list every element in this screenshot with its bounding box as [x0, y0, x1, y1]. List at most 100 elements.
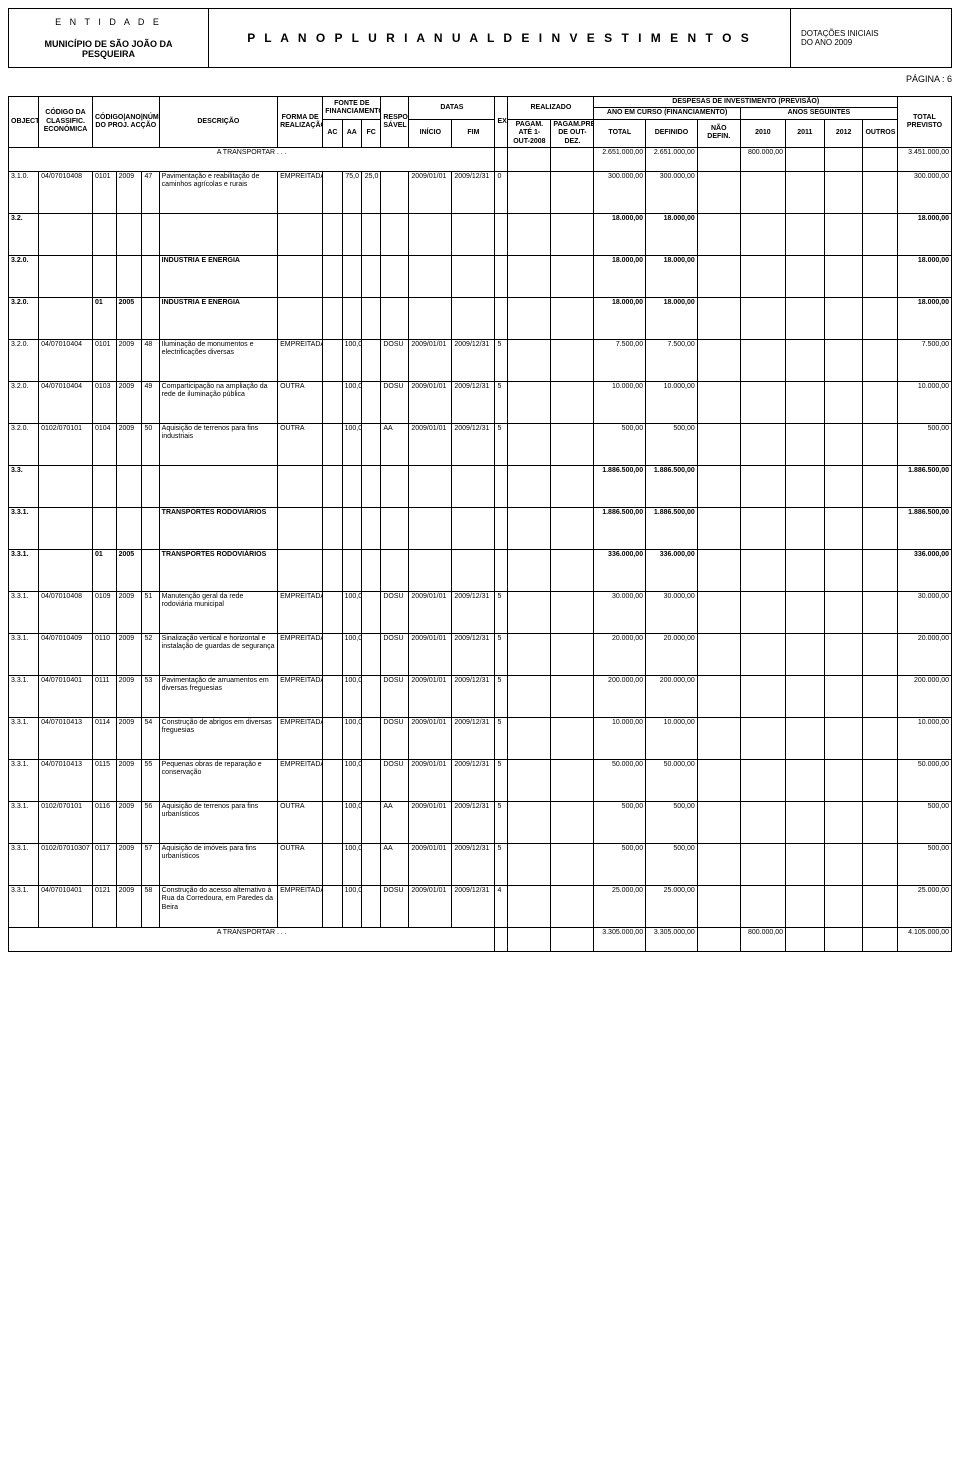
th-ac: AC: [323, 119, 342, 147]
th-descricao: DESCRIÇÃO: [159, 97, 277, 148]
table-row: 3.3.1.04/070104010121200958Construção do…: [9, 885, 952, 927]
cell-ac: [323, 423, 342, 465]
cell-fc: [361, 465, 380, 507]
cell-obj: 3.3.1.: [9, 885, 39, 927]
cell-tot: 500,00: [594, 843, 646, 885]
th-ex: EX: [495, 97, 508, 148]
cell-desc: Construção do acesso alternativo à Rua d…: [159, 885, 277, 927]
cell-pa: [508, 549, 551, 591]
cell-prev: 336.000,00: [898, 549, 952, 591]
cell-fc: [361, 801, 380, 843]
cell-c1: 01: [92, 297, 116, 339]
cell-forma: [278, 297, 323, 339]
cell-out: [863, 801, 898, 843]
cell-fim: 2009/12/31: [452, 381, 495, 423]
cell-obj: 3.2.0.: [9, 339, 39, 381]
table-row: 3.2.0.04/070104040103200949Comparticipaç…: [9, 381, 952, 423]
transport-definido: 3.305.000,00: [646, 927, 698, 951]
cell-pp: [551, 171, 594, 213]
cell-out: [863, 381, 898, 423]
th-outros: OUTROS: [863, 119, 898, 147]
cell-aa: 100,0: [342, 633, 361, 675]
cell-aa: 100,0: [342, 675, 361, 717]
cell-obj: 3.3.1.: [9, 507, 39, 549]
cell-tot: 25.000,00: [594, 885, 646, 927]
table-row: 3.3.1.04/070104130114200954Construção de…: [9, 717, 952, 759]
cell-def: 20.000,00: [646, 633, 698, 675]
cell-cod: [39, 549, 93, 591]
cell-ex: 5: [495, 591, 508, 633]
cell-pa: [508, 675, 551, 717]
th-anos-seguintes: ANOS SEGUINTES: [740, 108, 897, 119]
cell-fc: [361, 675, 380, 717]
cell-ac: [323, 717, 342, 759]
cell-y10: [740, 633, 785, 675]
cell-nd: [697, 843, 740, 885]
cell-pp: [551, 885, 594, 927]
cell-def: 18.000,00: [646, 297, 698, 339]
cell-ini: 2009/01/01: [409, 381, 452, 423]
cell-ex: 5: [495, 843, 508, 885]
cell-c2: [116, 465, 142, 507]
cell-fc: [361, 255, 380, 297]
cell-cod: 0102/07010307: [39, 843, 93, 885]
cell-prev: 18.000,00: [898, 255, 952, 297]
cell-pp: [551, 759, 594, 801]
cell-c3: 56: [142, 801, 159, 843]
cell-nd: [697, 759, 740, 801]
cell-ini: 2009/01/01: [409, 675, 452, 717]
th-total: TOTAL: [594, 119, 646, 147]
cell-c1: [92, 255, 116, 297]
cell-out: [863, 885, 898, 927]
cell-cod: [39, 507, 93, 549]
cell-obj: 3.3.1.: [9, 717, 39, 759]
cell-ini: [409, 507, 452, 549]
cell-nd: [697, 549, 740, 591]
cell-resp: DOSU: [381, 633, 409, 675]
cell-desc: Pequenas obras de reparação e conservaçã…: [159, 759, 277, 801]
cell-ini: [409, 465, 452, 507]
cell-resp: DOSU: [381, 885, 409, 927]
cell-out: [863, 507, 898, 549]
cell-obj: 3.3.1.: [9, 591, 39, 633]
cell-y10: [740, 675, 785, 717]
table-row: 3.2.0.INDÚSTRIA E ENERGIA18.000,0018.000…: [9, 255, 952, 297]
cell-c1: 0115: [92, 759, 116, 801]
cell-prev: 500,00: [898, 843, 952, 885]
cell-ac: [323, 507, 342, 549]
cell-pa: [508, 717, 551, 759]
cell-nd: [697, 717, 740, 759]
cell-pp: [551, 339, 594, 381]
cell-c2: 2009: [116, 759, 142, 801]
th-forma: FORMA DE REALIZAÇÃO: [278, 97, 323, 148]
dotacoes-label: DOTAÇÕES INICIAIS: [801, 29, 941, 38]
cell-aa: [342, 465, 361, 507]
cell-forma: EMPREITADA: [278, 885, 323, 927]
cell-c3: 48: [142, 339, 159, 381]
cell-desc: Sinalização vertical e horizontal e inst…: [159, 633, 277, 675]
cell-c3: 55: [142, 759, 159, 801]
cell-ini: [409, 255, 452, 297]
cell-forma: EMPREITADA: [278, 339, 323, 381]
cell-desc: Aquisição de imóveis para fins urbanísti…: [159, 843, 277, 885]
cell-ac: [323, 885, 342, 927]
cell-pa: [508, 507, 551, 549]
cell-c1: [92, 213, 116, 255]
cell-fc: [361, 885, 380, 927]
cell-c3: 51: [142, 591, 159, 633]
cell-y11: [786, 843, 825, 885]
cell-nd: [697, 465, 740, 507]
cell-out: [863, 213, 898, 255]
cell-def: 10.000,00: [646, 717, 698, 759]
cell-pa: [508, 213, 551, 255]
cell-y10: [740, 423, 785, 465]
cell-c1: [92, 465, 116, 507]
cell-ac: [323, 339, 342, 381]
cell-cod: 04/07010408: [39, 171, 93, 213]
cell-y11: [786, 717, 825, 759]
cell-c2: 2009: [116, 423, 142, 465]
cell-pa: [508, 381, 551, 423]
cell-ac: [323, 801, 342, 843]
transport-2010: 800.000,00: [740, 147, 785, 171]
cell-c2: 2009: [116, 633, 142, 675]
